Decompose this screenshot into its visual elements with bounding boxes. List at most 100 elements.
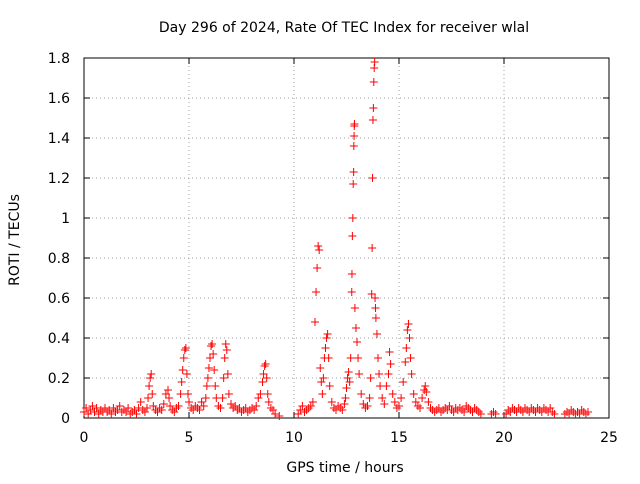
data-point: [262, 374, 271, 382]
data-point: [319, 374, 328, 382]
data-point: [392, 404, 401, 412]
data-point: [96, 406, 105, 414]
data-point: [395, 402, 403, 410]
data-point: [214, 402, 223, 410]
data-point: [366, 374, 375, 382]
y-tick-label: 0: [61, 411, 70, 427]
data-point: [294, 410, 303, 418]
data-point: [210, 366, 219, 374]
data-point: [155, 404, 164, 412]
data-point: [263, 390, 272, 398]
data-point: [390, 398, 399, 406]
data-point: [256, 390, 265, 398]
data-point: [140, 408, 149, 416]
data-point: [491, 410, 500, 418]
data-point: [474, 408, 483, 416]
data-point: [577, 406, 586, 414]
data-point: [264, 398, 273, 406]
data-point: [222, 346, 231, 354]
data-point: [350, 304, 359, 312]
y-tick-label: 1.6: [48, 91, 70, 107]
data-point: [374, 354, 382, 362]
data-point: [353, 338, 361, 346]
y-tick-label: 1.2: [48, 171, 70, 187]
data-point: [316, 364, 325, 372]
data-point: [341, 394, 350, 402]
data-point: [361, 404, 370, 412]
data-point: [144, 394, 153, 402]
data-point: [82, 404, 91, 412]
data-point: [378, 394, 387, 402]
data-point: [124, 404, 133, 412]
data-point: [370, 58, 379, 66]
data-point: [165, 394, 174, 402]
data-point: [182, 370, 191, 378]
y-axis-label: ROTI / TECUs: [7, 194, 23, 286]
data-point: [418, 394, 427, 402]
data-point: [581, 410, 590, 418]
data-point: [416, 404, 424, 412]
data-point: [317, 378, 326, 386]
data-point: [426, 404, 435, 412]
data-point: [350, 120, 359, 128]
data-point: [323, 330, 332, 338]
data-point: [304, 404, 313, 412]
x-tick-label: 5: [185, 430, 194, 446]
data-point: [271, 410, 280, 418]
data-point: [223, 370, 232, 378]
data-point: [371, 314, 380, 322]
data-point: [92, 404, 101, 412]
data-point: [219, 374, 228, 382]
data-point: [172, 404, 181, 412]
data-point: [445, 402, 454, 410]
y-tick-label: 1.4: [48, 131, 70, 147]
data-point: [147, 370, 156, 378]
data-point: [209, 350, 218, 358]
data-point: [115, 402, 124, 410]
data-point: [86, 406, 95, 414]
x-tick-label: 25: [600, 430, 618, 446]
data-point: [397, 394, 406, 402]
data-point: [368, 244, 377, 252]
data-point: [180, 346, 189, 354]
data-point: [90, 408, 99, 416]
data-point: [311, 318, 319, 326]
data-point: [324, 354, 333, 362]
data-point: [402, 344, 411, 352]
data-point: [399, 378, 408, 386]
data-point: [221, 340, 230, 348]
data-point: [199, 402, 208, 410]
data-point: [101, 404, 109, 412]
data-point: [181, 344, 190, 352]
data-point: [348, 232, 357, 240]
data-point: [164, 386, 172, 394]
data-point: [413, 402, 422, 410]
data-point: [460, 408, 469, 416]
plot-frame: [83, 57, 610, 419]
data-point: [347, 270, 356, 278]
data-point: [203, 374, 212, 382]
y-tick-label: 1: [61, 211, 70, 227]
data-point: [338, 406, 347, 414]
data-point: [369, 78, 378, 86]
data-point: [119, 406, 128, 414]
data-point: [449, 408, 458, 416]
data-point: [197, 398, 206, 406]
data-point: [401, 358, 410, 366]
data-point: [153, 408, 162, 416]
data-point: [275, 412, 284, 420]
data-point: [368, 174, 377, 182]
data-point: [548, 408, 557, 416]
x-tick-label: 15: [390, 430, 408, 446]
data-point: [334, 402, 343, 410]
data-point: [407, 370, 416, 378]
data-point: [388, 390, 397, 398]
data-point: [166, 402, 175, 410]
data-point: [107, 410, 116, 418]
data-point: [422, 388, 431, 396]
data-point: [254, 394, 263, 402]
data-point: [243, 408, 252, 416]
data-point: [371, 294, 380, 302]
